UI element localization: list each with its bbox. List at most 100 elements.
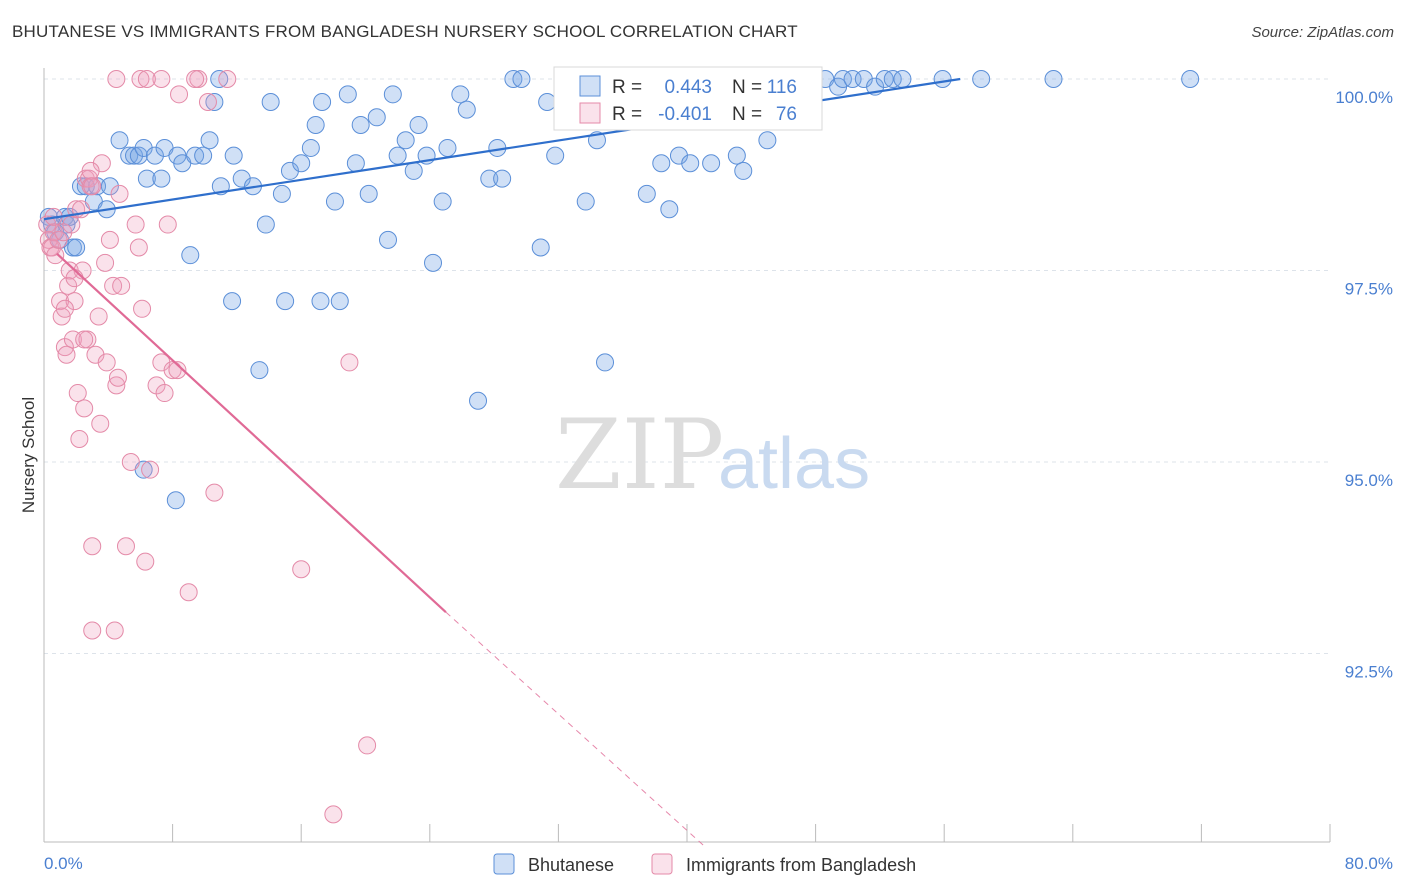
bangladesh-point: [179, 583, 198, 602]
n-label: N =: [732, 77, 762, 98]
bangladesh-point: [324, 805, 343, 824]
legend-bhutanese-label: Bhutanese: [528, 855, 614, 875]
bangladesh-point: [70, 430, 89, 449]
y-tick-label: 92.5%: [1345, 663, 1393, 682]
bhutanese-point: [480, 169, 499, 188]
bhutanese-point: [256, 215, 275, 234]
bangladesh-point: [83, 621, 102, 640]
bangladesh-point: [129, 238, 148, 257]
bangladesh-point: [96, 253, 115, 272]
bangladesh-point: [46, 246, 65, 265]
bangladesh-point: [110, 184, 129, 203]
bhutanese-point: [702, 154, 721, 173]
bhutanese-point: [379, 230, 398, 249]
n-value: 116: [767, 77, 797, 98]
chart-title: BHUTANESE VS IMMIGRANTS FROM BANGLADESH …: [12, 22, 798, 41]
stats-legend-box: [553, 66, 823, 131]
x-tick-label: 80.0%: [1345, 854, 1393, 873]
bhutanese-point: [200, 131, 219, 150]
bhutanese-point: [330, 292, 349, 311]
y-tick-label: 97.5%: [1345, 280, 1393, 299]
bangladesh-swatch: [579, 102, 601, 124]
bhutanese-point: [433, 192, 452, 211]
bhutanese-point: [224, 146, 243, 165]
bhutanese-point: [250, 361, 269, 380]
bangladesh-point: [108, 368, 127, 387]
bhutanese-point: [311, 292, 330, 311]
bangladesh-point: [65, 292, 84, 311]
bangladesh-point: [137, 70, 156, 88]
bhutanese-swatch: [579, 75, 601, 97]
x-tick-label: 0.0%: [44, 854, 83, 873]
legend-bangladesh-label: Immigrants from Bangladesh: [686, 855, 916, 875]
r-label: R =: [612, 104, 642, 125]
bhutanese-point: [546, 146, 565, 165]
bangladesh-point: [57, 345, 76, 364]
y-axis-label: Nursery School: [19, 397, 38, 513]
bhutanese-point: [110, 131, 129, 150]
bhutanese-point: [396, 131, 415, 150]
legend-bhutanese-swatch: [493, 853, 515, 875]
bhutanese-point: [469, 391, 488, 410]
bangladesh-point: [83, 177, 102, 196]
bhutanese-point: [181, 246, 200, 265]
bangladesh-point: [83, 537, 102, 556]
bangladesh-point: [218, 70, 237, 88]
bangladesh-point: [205, 483, 224, 502]
bhutanese-point: [681, 154, 700, 173]
bangladesh-point: [155, 384, 174, 403]
x-tick-labels: 0.0% 80.0%: [44, 854, 1393, 873]
bhutanese-point: [652, 154, 671, 173]
bhutanese-point: [359, 184, 378, 203]
bhutanese-point: [727, 146, 746, 165]
bhutanese-point: [493, 169, 512, 188]
bangladesh-point: [186, 70, 205, 88]
y-tick-label: 100.0%: [1335, 88, 1393, 107]
bhutanese-point: [388, 146, 407, 165]
bhutanese-point: [438, 138, 457, 157]
bangladesh-point: [38, 215, 57, 234]
bhutanese-point: [125, 146, 144, 165]
bangladesh-point: [107, 376, 126, 395]
bangladesh-point: [65, 269, 84, 288]
r-label: R =: [612, 77, 642, 98]
bhutanese-point: [166, 491, 185, 510]
bhutanese-point: [972, 70, 991, 88]
bangladesh-point: [62, 215, 81, 234]
watermark-zip: ZIP: [555, 399, 724, 511]
bhutanese-point: [576, 192, 595, 211]
stats-legend: R = 0.443 N = 116 R = -0.401 N = 76: [553, 66, 823, 131]
bangladesh-trend-extension: [445, 611, 704, 846]
bhutanese-point: [306, 115, 325, 134]
bangladesh-point: [170, 85, 189, 104]
y-tick-label: 95.0%: [1345, 471, 1393, 490]
bhutanese-point: [451, 85, 470, 104]
bangladesh-point: [340, 353, 359, 372]
n-value: 76: [776, 104, 797, 125]
bhutanese-point: [383, 85, 402, 104]
bhutanese-point: [276, 292, 295, 311]
bangladesh-point: [133, 299, 152, 318]
bangladesh-point: [136, 552, 155, 571]
bhutanese-point: [367, 108, 386, 127]
bhutanese-point: [409, 115, 428, 134]
bhutanese-point: [100, 177, 119, 196]
bhutanese-point: [152, 169, 171, 188]
bhutanese-point: [301, 138, 320, 157]
bhutanese-point: [325, 192, 344, 211]
bangladesh-point: [131, 70, 150, 88]
bangladesh-point: [168, 361, 187, 380]
bangladesh-point: [121, 453, 140, 471]
bhutanese-point: [531, 238, 550, 257]
bhutanese-point: [223, 292, 242, 311]
r-value: -0.401: [658, 104, 712, 125]
r-value: 0.443: [664, 77, 712, 98]
bangladesh-point: [141, 460, 160, 479]
bhutanese-point: [346, 154, 365, 173]
bangladesh-point: [292, 560, 311, 579]
bangladesh-point: [116, 537, 135, 556]
bhutanese-point: [404, 161, 423, 180]
bhutanese-point: [137, 169, 156, 188]
bangladesh-point: [105, 621, 124, 640]
bhutanese-point: [313, 92, 332, 111]
